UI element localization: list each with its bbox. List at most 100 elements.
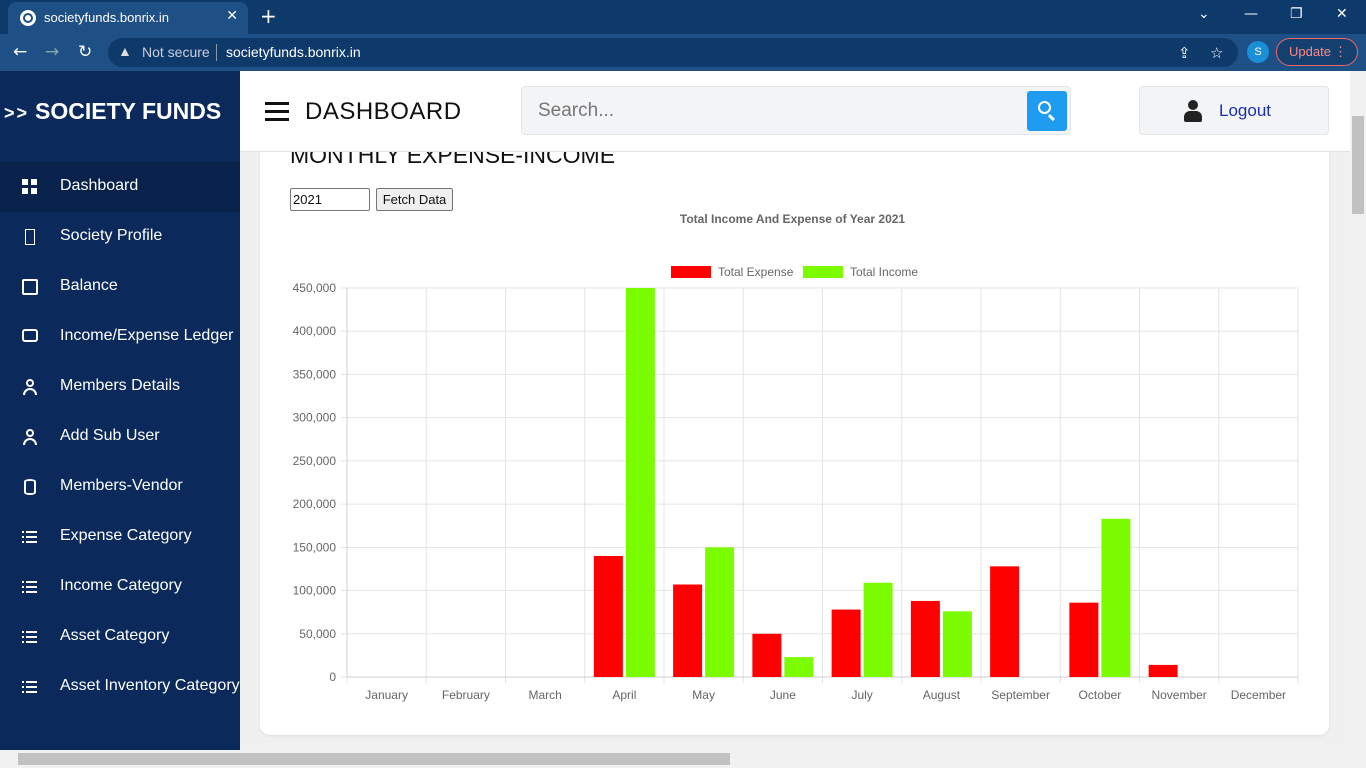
bar-chart: Total Income And Expense of Year 2021 0 50… — [293, 212, 1299, 702]
legend-label: Total Income — [850, 265, 918, 279]
y-tick-label: 200,000 — [293, 497, 337, 511]
logout-button[interactable]: Logout — [1139, 86, 1329, 135]
book-icon — [22, 279, 38, 295]
logout-label: Logout — [1219, 101, 1271, 120]
horizontal-scrollbar[interactable] — [0, 750, 1366, 768]
globe-icon — [20, 10, 36, 26]
sidebar-item-balance[interactable]: Balance — [0, 262, 240, 312]
omnibox[interactable]: ▲ Not secure societyfunds.bonrix.in ⇪ ☆ — [108, 38, 1238, 67]
legend-label: Total Expense — [718, 265, 794, 279]
close-tab-icon[interactable]: ✕ — [226, 8, 238, 24]
y-tick-label: 300,000 — [293, 411, 337, 425]
sidebar-item-members-vendor[interactable]: Members-Vendor — [0, 462, 240, 512]
x-tick-label: December — [1231, 688, 1286, 702]
sidebar-item-label: Members Details — [60, 377, 181, 394]
bar-income — [1101, 518, 1131, 677]
y-tick-label: 100,000 — [293, 584, 337, 598]
x-tick-label: October — [1079, 688, 1122, 702]
sidebar-item-label: Income/Expense Ledger — [60, 327, 234, 344]
update-button[interactable]: Update ⋮ — [1276, 38, 1358, 66]
x-tick-label: April — [612, 688, 636, 702]
legend-swatch — [671, 266, 711, 278]
x-tick-label: January — [365, 688, 408, 702]
x-tick-label: February — [442, 688, 490, 702]
sidebar-item-income-expense-ledger[interactable]: Income/Expense Ledger — [0, 312, 240, 362]
sidebar-item-asset-category[interactable]: Asset Category — [0, 612, 240, 662]
tab-title: societyfunds.bonrix.in — [44, 10, 170, 25]
bar-income — [784, 657, 814, 677]
x-tick-label: June — [770, 688, 796, 702]
security-label[interactable]: Not secure — [142, 44, 210, 60]
chat-icon — [22, 329, 38, 342]
main-content: MONTHLY EXPENSE-INCOME Fetch Data Total … — [240, 152, 1350, 750]
x-tick-label: July — [851, 688, 872, 702]
restore-icon[interactable]: ❐ — [1290, 6, 1303, 22]
brand-logo[interactable]: >> SOCIETY FUNDS — [0, 71, 240, 152]
user-icon — [22, 379, 38, 395]
brand-name: SOCIETY FUNDS — [35, 98, 222, 124]
sidebar-item-dashboard[interactable]: Dashboard — [0, 162, 240, 212]
bar-expense — [910, 600, 940, 677]
bar-income — [942, 611, 972, 677]
warning-icon[interactable]: ▲ — [118, 43, 132, 59]
list-icon — [22, 629, 38, 645]
close-window-icon[interactable]: ✕ — [1336, 6, 1348, 22]
fetch-data-button[interactable]: Fetch Data — [376, 188, 453, 211]
tab-search-icon[interactable]: ⌄ — [1198, 6, 1210, 22]
bar-income — [863, 582, 893, 677]
sidebar-item-label: Dashboard — [60, 177, 139, 194]
browser-tab-bar: societyfunds.bonrix.in ✕ + ⌄ — ❐ ✕ — [0, 0, 1366, 34]
x-tick-label: November — [1151, 688, 1206, 702]
share-icon[interactable]: ⇪ — [1178, 45, 1191, 62]
x-tick-label: March — [528, 688, 561, 702]
list-icon — [22, 579, 38, 595]
sidebar-item-label: Income Category — [60, 577, 182, 594]
page-title: DASHBOARD — [305, 98, 462, 125]
bar-income — [705, 547, 735, 677]
y-tick-label: 150,000 — [293, 540, 337, 554]
bookmark-star-icon[interactable]: ☆ — [1210, 45, 1224, 62]
search-icon[interactable] — [1027, 91, 1067, 131]
sidebar-item-asset-inventory-category[interactable]: Asset Inventory Category — [0, 662, 240, 712]
profile-avatar[interactable]: S — [1247, 41, 1269, 63]
forward-icon[interactable]: → — [45, 42, 60, 62]
hamburger-menu-icon[interactable] — [265, 102, 289, 122]
bar-expense — [1148, 664, 1178, 677]
bar-expense — [593, 555, 623, 677]
year-input[interactable] — [290, 188, 370, 211]
sidebar-item-income-category[interactable]: Income Category — [0, 562, 240, 612]
sidebar-item-label: Asset Category — [60, 627, 170, 644]
bar-income — [625, 288, 655, 677]
vertical-scroll-thumb[interactable] — [1352, 116, 1364, 214]
sidebar-item-add-sub-user[interactable]: Add Sub User — [0, 412, 240, 462]
y-tick-label: 450,000 — [293, 281, 337, 295]
back-icon[interactable]: ← — [13, 42, 28, 62]
vertical-scrollbar[interactable] — [1350, 71, 1366, 750]
reload-icon[interactable]: ↻ — [78, 42, 93, 62]
list-icon — [22, 529, 38, 545]
search-box — [521, 86, 1071, 135]
expense-income-card: MONTHLY EXPENSE-INCOME Fetch Data Total … — [260, 152, 1329, 735]
horizontal-scroll-thumb[interactable] — [18, 753, 730, 765]
grid-icon — [22, 179, 38, 195]
y-tick-label: 350,000 — [293, 367, 337, 381]
browser-tab[interactable]: societyfunds.bonrix.in ✕ — [8, 2, 248, 34]
sidebar-item-label: Balance — [60, 277, 118, 294]
url-text[interactable]: societyfunds.bonrix.in — [226, 44, 361, 60]
y-tick-label: 250,000 — [293, 454, 337, 468]
sidebar-item-label: Society Profile — [60, 227, 163, 244]
x-tick-label: September — [991, 688, 1050, 702]
chart-title: Total Income And Expense of Year 2021 — [680, 212, 906, 226]
sidebar: >> SOCIETY FUNDS Dashboard Society Profil… — [0, 71, 240, 750]
browser-address-bar: ← → ↻ ▲ Not secure societyfunds.bonrix.i… — [0, 34, 1366, 71]
section-title: MONTHLY EXPENSE-INCOME — [290, 152, 616, 168]
sidebar-item-members-details[interactable]: Members Details — [0, 362, 240, 412]
y-tick-label: 400,000 — [293, 324, 337, 338]
minimize-icon[interactable]: — — [1244, 6, 1258, 22]
search-input[interactable] — [523, 88, 1023, 133]
update-label: Update — [1289, 44, 1331, 59]
new-tab-icon[interactable]: + — [260, 4, 277, 28]
sidebar-item-society-profile[interactable]: Society Profile — [0, 212, 240, 262]
sidebar-item-expense-category[interactable]: Expense Category — [0, 512, 240, 562]
sidebar-item-label: Asset Inventory Category — [60, 677, 240, 694]
